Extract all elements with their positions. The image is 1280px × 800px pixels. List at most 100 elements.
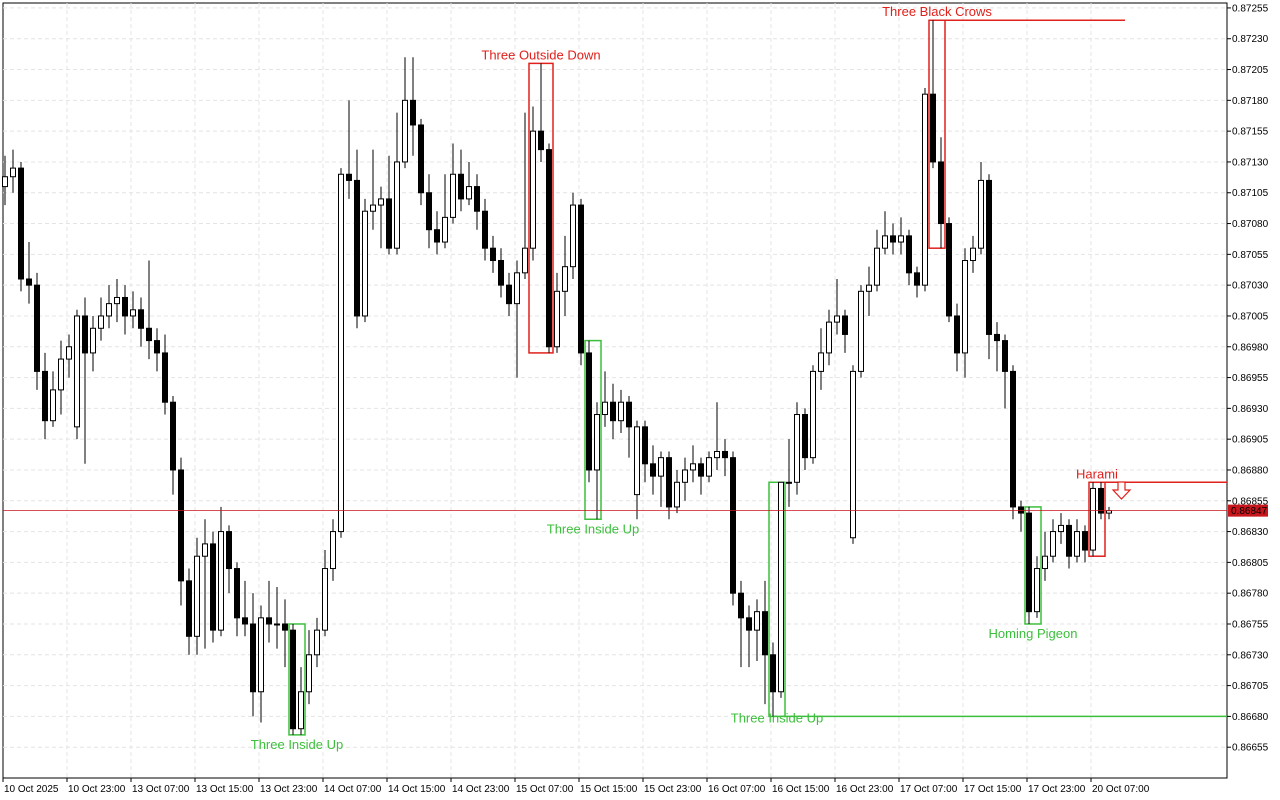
bear-body — [122, 296, 128, 317]
bull-body — [306, 654, 312, 693]
bull-body — [818, 352, 824, 372]
y-tick-label: 0.86730 — [1232, 650, 1269, 661]
bull-body — [114, 296, 120, 305]
bull-body — [2, 176, 8, 188]
bull-body — [362, 210, 368, 317]
pattern-box — [1088, 481, 1106, 557]
bear-body — [954, 315, 960, 354]
bull-body — [810, 370, 816, 459]
y-tick-label: 0.87130 — [1232, 157, 1269, 168]
bull-body — [570, 204, 576, 268]
bull-body — [962, 260, 968, 354]
bear-body — [1098, 487, 1104, 514]
bear-body — [386, 198, 392, 249]
bear-body — [770, 654, 776, 693]
bear-body — [186, 580, 192, 637]
bull-body — [314, 629, 320, 656]
bear-body — [242, 617, 248, 625]
bull-body — [874, 247, 880, 286]
bull-body — [634, 426, 640, 496]
pattern-label: Harami — [1076, 466, 1118, 481]
y-tick-label: 0.86855 — [1232, 496, 1269, 507]
y-tick-label: 0.86680 — [1232, 712, 1269, 723]
bull-body — [298, 691, 304, 730]
bull-body — [402, 99, 408, 163]
x-tick-label: 14 Oct 23:00 — [452, 784, 510, 795]
bull-body — [442, 216, 448, 243]
bear-body — [154, 340, 160, 354]
bear-body — [458, 173, 464, 200]
bull-body — [866, 284, 872, 292]
bear-body — [266, 617, 272, 625]
y-tick-label: 0.87205 — [1232, 65, 1269, 76]
bear-body — [178, 469, 184, 582]
bull-body — [90, 327, 96, 354]
bear-body — [1010, 370, 1016, 508]
bull-body — [10, 167, 16, 178]
y-tick-label: 0.87230 — [1232, 34, 1269, 45]
bull-body — [690, 463, 696, 471]
y-tick-label: 0.86780 — [1232, 589, 1269, 600]
x-tick-label: 14 Oct 07:00 — [324, 784, 382, 795]
pattern-label: Three Inside Up — [731, 710, 824, 725]
bull-body — [834, 315, 840, 323]
bull-body — [850, 370, 856, 539]
bear-body — [146, 327, 152, 342]
bull-body — [330, 531, 336, 570]
bull-body — [562, 266, 568, 292]
bull-body — [202, 543, 208, 557]
x-tick-label: 16 Oct 07:00 — [708, 784, 766, 795]
y-tick-label: 0.87105 — [1232, 188, 1269, 199]
bull-body — [66, 346, 72, 360]
axes: 0.87255 0.87230 0.87205 0.87180 0.87155 0.871… — [2, 3, 1269, 795]
y-tick-label: 0.87030 — [1232, 281, 1269, 292]
pattern-box — [1024, 506, 1042, 625]
bull-body — [450, 173, 456, 218]
x-tick-label: 13 Oct 23:00 — [260, 784, 318, 795]
pattern-box — [768, 481, 786, 718]
bear-body — [138, 309, 144, 329]
x-tick-label: 10 Oct 23:00 — [68, 784, 126, 795]
plot-frame — [2, 2, 1228, 779]
bear-body — [538, 130, 544, 151]
bear-body — [26, 278, 32, 286]
bull-body — [394, 161, 400, 249]
bear-body — [1018, 506, 1024, 514]
bull-body — [378, 198, 384, 206]
bull-body — [50, 389, 56, 422]
bull-body — [1034, 568, 1040, 613]
candles — [2, 20, 1112, 735]
annotations: Three Inside Up Three Outside Down Three I… — [251, 4, 1227, 752]
bull-body — [522, 247, 528, 274]
bear-body — [650, 463, 656, 477]
bear-body — [546, 149, 552, 348]
bull-body — [98, 315, 104, 329]
bear-body — [82, 315, 88, 354]
x-tick-label: 17 Oct 23:00 — [1028, 784, 1086, 795]
bear-body — [498, 260, 504, 286]
x-tick-label: 17 Oct 07:00 — [900, 784, 958, 795]
bull-body — [370, 204, 376, 212]
bull-body — [218, 531, 224, 631]
bull-body — [1074, 531, 1080, 557]
bull-body — [106, 303, 112, 317]
y-tick-label: 0.87005 — [1232, 311, 1269, 322]
bull-body — [258, 617, 264, 693]
bear-body — [586, 352, 592, 471]
pattern-box — [584, 339, 602, 521]
bear-body — [482, 210, 488, 249]
bear-body — [802, 414, 808, 459]
pattern-box — [288, 623, 306, 736]
bull-body — [922, 93, 928, 286]
x-tick-label: 17 Oct 15:00 — [964, 784, 1022, 795]
bull-body — [618, 401, 624, 422]
bear-body — [578, 204, 584, 354]
bear-body — [626, 401, 632, 428]
bear-body — [610, 401, 616, 422]
bull-body — [826, 321, 832, 354]
bear-body — [842, 315, 848, 335]
bull-body — [322, 568, 328, 631]
bear-body — [410, 99, 416, 126]
bear-body — [722, 450, 728, 459]
bull-body — [778, 481, 784, 693]
